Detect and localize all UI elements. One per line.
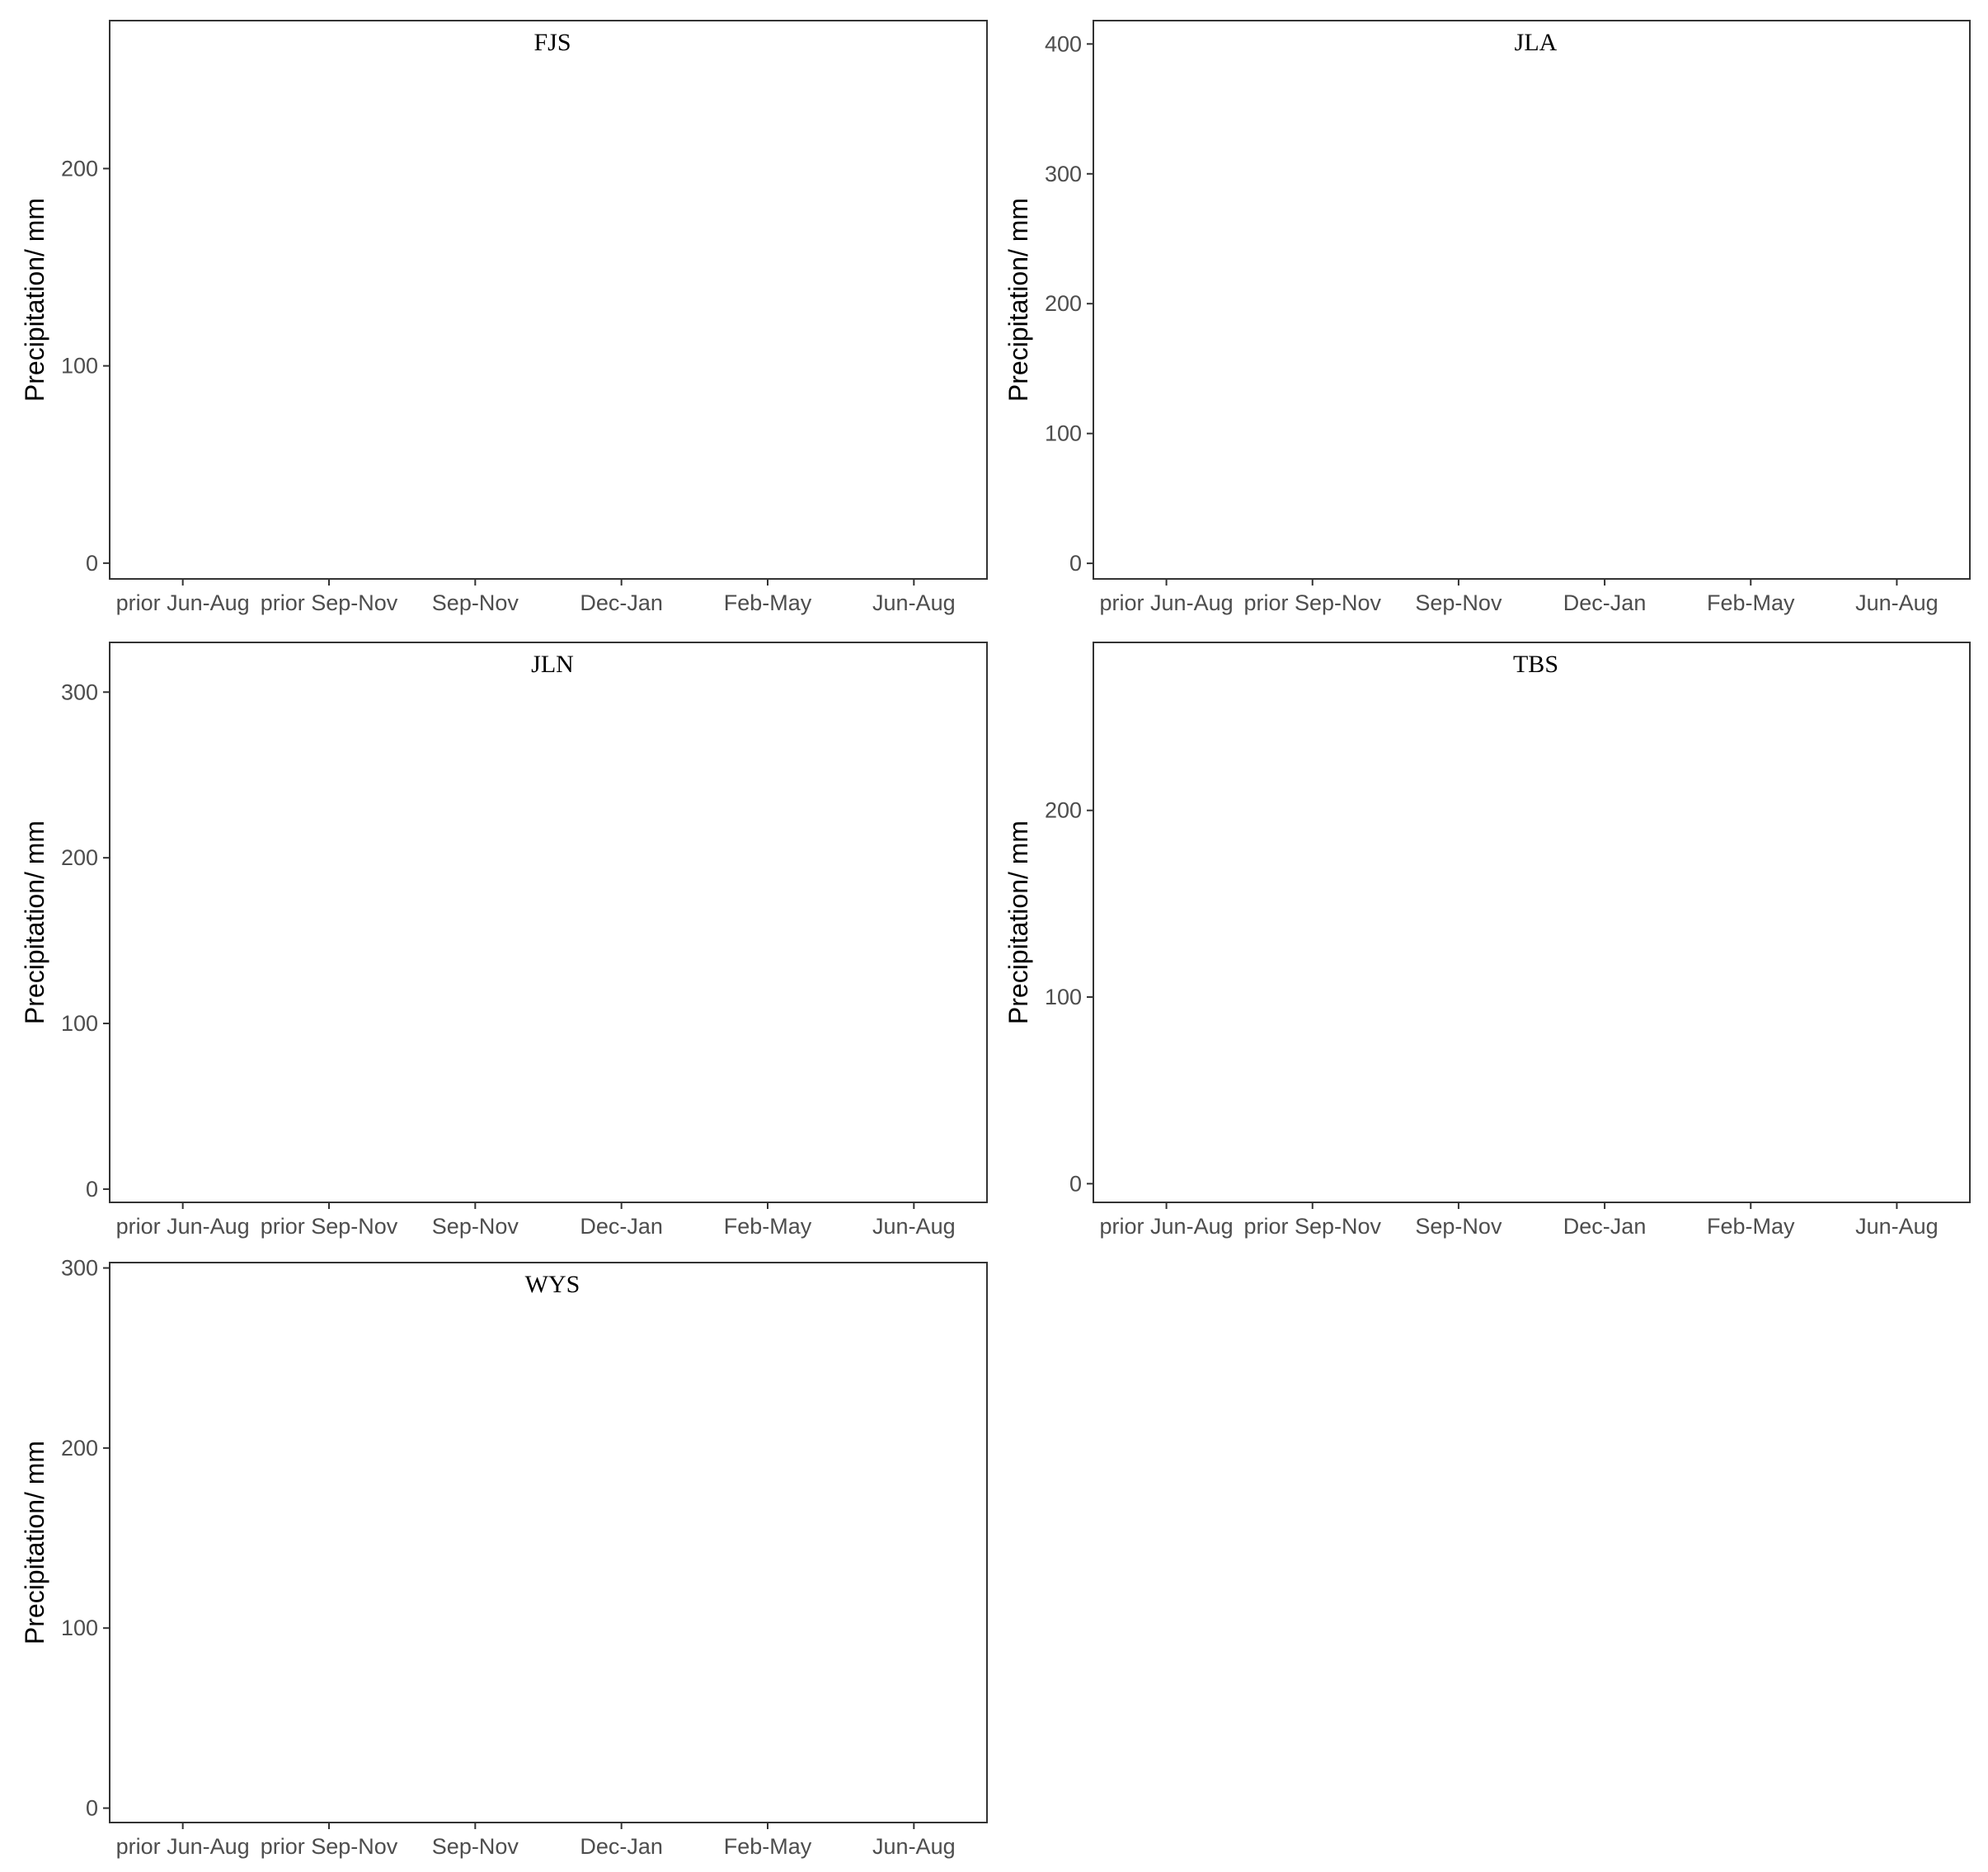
panel-border <box>109 642 988 1203</box>
y-tick-label: 200 <box>61 1436 98 1460</box>
x-tick-label: prior Sep-Nov <box>1243 590 1381 615</box>
x-tick-label: Feb-May <box>724 1214 812 1239</box>
y-tick-label: 0 <box>1069 551 1082 576</box>
y-tick-label: 0 <box>86 1796 98 1821</box>
y-tick-label: 200 <box>1045 291 1082 316</box>
y-tick-label: 100 <box>61 1616 98 1640</box>
x-tick-label: Dec-Jan <box>580 1834 663 1859</box>
x-tick-label: Dec-Jan <box>580 590 663 615</box>
x-tick-label: Feb-May <box>1707 590 1795 615</box>
x-tick-label: Sep-Nov <box>1415 1214 1502 1239</box>
panel-tbs: 0 100 200 prior Jun-Aug prior Sep-Nov Sep-Nov… <box>1003 642 1971 1239</box>
panel-jln: 0 100 200 300 prior Jun-Aug prior Sep-Nov Sep-… <box>20 642 988 1239</box>
y-axis-title: Precipitation/ mm <box>1003 821 1033 1024</box>
y-tick-label: 200 <box>61 845 98 870</box>
panel-border <box>1093 642 1971 1203</box>
y-tick-label: 100 <box>1045 985 1082 1009</box>
y-tick-label: 0 <box>86 551 98 576</box>
panel-title: JLN <box>531 651 574 678</box>
y-axis-title: Precipitation/ mm <box>1003 198 1033 402</box>
x-tick-label: Sep-Nov <box>432 1214 519 1239</box>
y-tick-label: 0 <box>86 1177 98 1202</box>
x-tick-label: Dec-Jan <box>1563 1214 1647 1239</box>
y-axis-title: Precipitation/ mm <box>20 198 49 402</box>
y-axis-title: Precipitation/ mm <box>20 1441 49 1644</box>
x-tick-label: Feb-May <box>1707 1214 1795 1239</box>
x-tick-label: prior Jun-Aug <box>116 590 250 615</box>
y-tick-label: 300 <box>61 680 98 704</box>
x-tick-label: Dec-Jan <box>1563 590 1647 615</box>
y-tick-label: 300 <box>1045 162 1082 186</box>
panel-border <box>1093 20 1971 580</box>
panel-title: TBS <box>1513 651 1558 678</box>
panel-title: FJS <box>533 29 571 56</box>
x-tick-label: Jun-Aug <box>872 590 956 615</box>
x-tick-label: Sep-Nov <box>432 1834 519 1859</box>
y-tick-label: 100 <box>61 1011 98 1036</box>
y-axis-title: Precipitation/ mm <box>20 821 49 1024</box>
y-tick-label: 400 <box>1045 31 1082 56</box>
x-tick-label: prior Sep-Nov <box>261 1214 398 1239</box>
panel-title: WYS <box>525 1271 580 1298</box>
x-tick-label: prior Sep-Nov <box>1243 1214 1381 1239</box>
panel-wys: 0 100 200 300 prior Jun-Aug prior Sep-Nov Sep-… <box>20 1256 988 1859</box>
x-tick-label: prior Sep-Nov <box>261 590 398 615</box>
x-tick-label: Feb-May <box>724 1834 812 1859</box>
x-tick-label: prior Sep-Nov <box>261 1834 398 1859</box>
y-tick-label: 200 <box>61 156 98 181</box>
x-tick-label: Feb-May <box>724 590 812 615</box>
x-tick-label: Jun-Aug <box>872 1214 956 1239</box>
y-tick-label: 300 <box>61 1256 98 1281</box>
y-tick-label: 0 <box>1069 1171 1082 1196</box>
x-tick-label: Jun-Aug <box>1855 590 1939 615</box>
x-tick-label: prior Jun-Aug <box>116 1214 250 1239</box>
x-tick-label: Jun-Aug <box>1855 1214 1939 1239</box>
x-tick-label: Dec-Jan <box>580 1214 663 1239</box>
y-tick-label: 200 <box>1045 798 1082 823</box>
y-tick-label: 100 <box>61 354 98 379</box>
x-tick-label: Sep-Nov <box>1415 590 1502 615</box>
panel-border <box>109 20 988 580</box>
panel-fjs: 0 100 200 prior Jun-Aug prior Sep-Nov Sep-Nov… <box>20 20 988 615</box>
x-tick-label: prior Jun-Aug <box>1100 1214 1234 1239</box>
x-tick-label: prior Jun-Aug <box>116 1834 250 1859</box>
x-tick-label: Sep-Nov <box>432 590 519 615</box>
y-tick-label: 100 <box>1045 421 1082 446</box>
panel-title: JLA <box>1515 29 1558 56</box>
x-tick-label: prior Jun-Aug <box>1100 590 1234 615</box>
panel-jla: 0 100 200 300 400 prior Jun-Aug prior Sep-Nov S… <box>1003 20 1971 615</box>
panel-border <box>109 1262 988 1823</box>
x-tick-label: Jun-Aug <box>872 1834 956 1859</box>
